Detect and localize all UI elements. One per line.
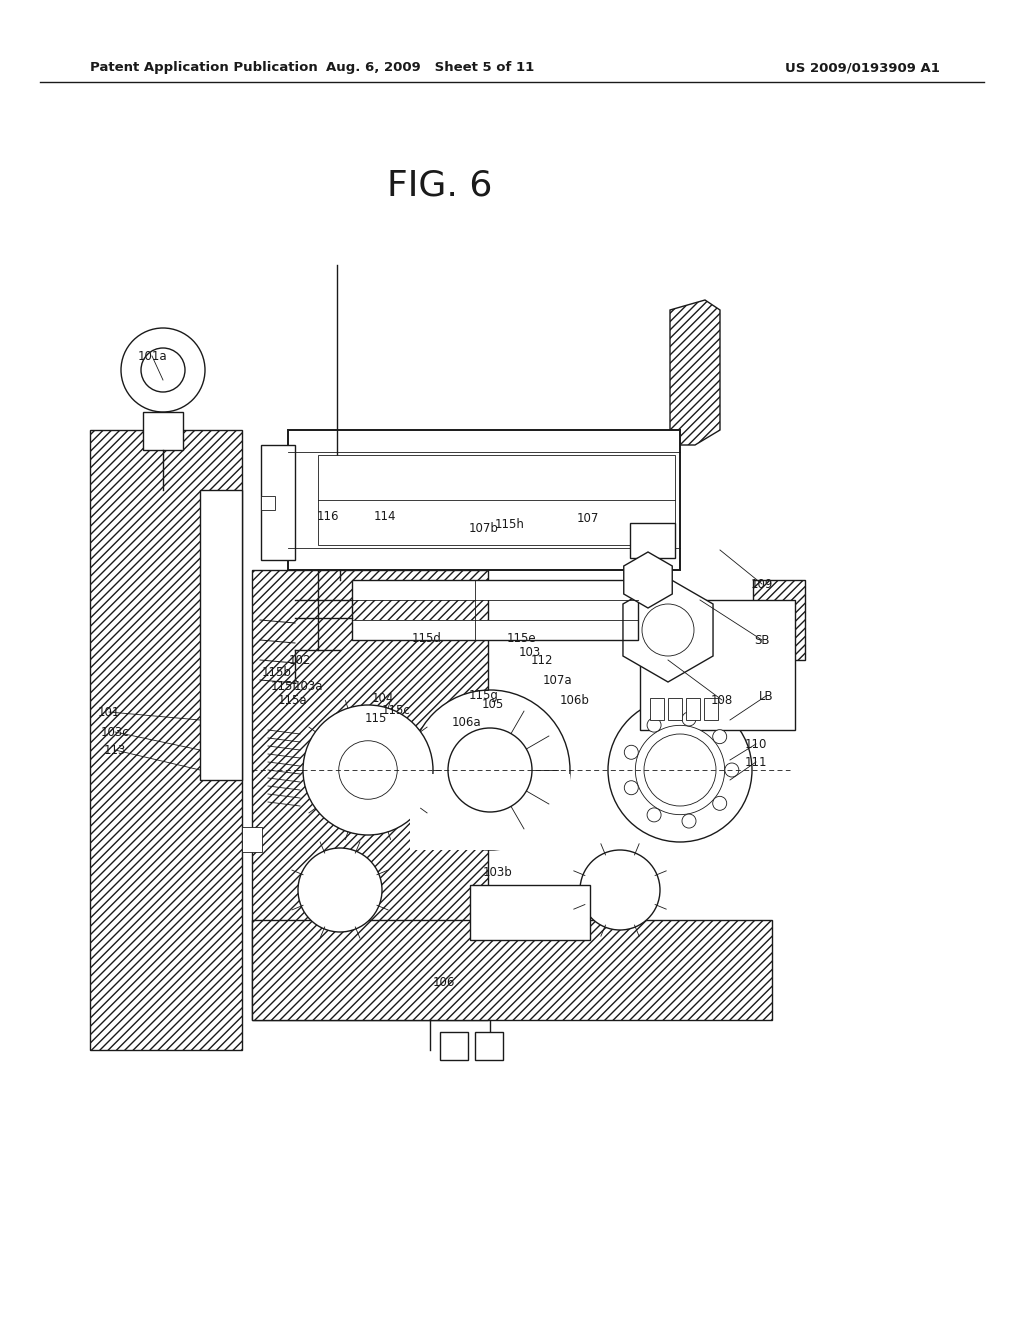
- Text: 115e: 115e: [506, 631, 536, 644]
- Text: 116: 116: [316, 510, 339, 523]
- Bar: [242, 828, 262, 851]
- Bar: [261, 445, 295, 560]
- Text: Patent Application Publication: Patent Application Publication: [90, 62, 317, 74]
- Bar: [440, 1032, 468, 1060]
- Bar: [705, 698, 718, 719]
- Bar: [261, 496, 275, 510]
- Text: 107a: 107a: [542, 673, 571, 686]
- Circle shape: [339, 741, 397, 799]
- Bar: [686, 698, 700, 719]
- Text: 112: 112: [530, 653, 553, 667]
- Circle shape: [682, 711, 696, 726]
- Bar: [650, 698, 664, 719]
- Polygon shape: [670, 300, 720, 445]
- Circle shape: [644, 734, 716, 807]
- Circle shape: [682, 814, 696, 828]
- Bar: [288, 548, 680, 570]
- Circle shape: [303, 705, 433, 836]
- Text: 103b: 103b: [483, 866, 513, 879]
- Circle shape: [121, 327, 205, 412]
- Text: 106: 106: [433, 977, 456, 990]
- Text: Aug. 6, 2009   Sheet 5 of 11: Aug. 6, 2009 Sheet 5 of 11: [326, 62, 535, 74]
- Bar: [410, 774, 570, 812]
- Text: 115g: 115g: [469, 689, 499, 702]
- Bar: [410, 812, 570, 850]
- Bar: [753, 579, 805, 660]
- Circle shape: [625, 780, 638, 795]
- Bar: [668, 698, 682, 719]
- Text: 115b: 115b: [262, 665, 292, 678]
- Polygon shape: [624, 552, 672, 609]
- Bar: [288, 430, 680, 451]
- Text: 110: 110: [744, 738, 767, 751]
- Text: 115d: 115d: [412, 631, 442, 644]
- Polygon shape: [623, 578, 713, 682]
- Text: 104: 104: [372, 692, 394, 705]
- Text: 114: 114: [374, 510, 396, 523]
- Text: 115c: 115c: [382, 704, 411, 717]
- Text: 113: 113: [103, 743, 126, 756]
- Text: 103c: 103c: [100, 726, 129, 738]
- Text: 103: 103: [519, 645, 541, 659]
- Text: 107: 107: [577, 511, 599, 524]
- Bar: [352, 620, 638, 640]
- Circle shape: [449, 729, 532, 812]
- Circle shape: [713, 730, 727, 743]
- Bar: [143, 412, 183, 450]
- Text: 106b: 106b: [560, 693, 590, 706]
- Text: 101: 101: [98, 705, 120, 718]
- Circle shape: [141, 348, 185, 392]
- Bar: [90, 430, 242, 1049]
- Text: 111: 111: [744, 755, 767, 768]
- Circle shape: [713, 796, 727, 810]
- Bar: [200, 490, 242, 780]
- Bar: [630, 523, 675, 558]
- Circle shape: [647, 718, 662, 733]
- Bar: [352, 579, 638, 601]
- Bar: [252, 920, 772, 1020]
- Polygon shape: [252, 570, 488, 1020]
- Bar: [288, 430, 680, 570]
- Text: FIG. 6: FIG. 6: [387, 168, 493, 202]
- Text: 101a: 101a: [137, 350, 167, 363]
- Circle shape: [608, 698, 752, 842]
- Circle shape: [635, 726, 725, 814]
- Circle shape: [642, 605, 694, 656]
- Text: 105: 105: [482, 697, 504, 710]
- Bar: [470, 884, 590, 940]
- Circle shape: [298, 847, 382, 932]
- Text: 115: 115: [365, 711, 387, 725]
- Text: 115a: 115a: [278, 693, 307, 706]
- Text: US 2009/0193909 A1: US 2009/0193909 A1: [785, 62, 940, 74]
- Circle shape: [580, 850, 660, 931]
- Bar: [352, 579, 638, 640]
- Text: LB: LB: [759, 689, 773, 702]
- Text: 115f: 115f: [270, 680, 297, 693]
- Text: SB: SB: [755, 634, 770, 647]
- Text: 102: 102: [289, 653, 311, 667]
- Text: 108: 108: [711, 693, 733, 706]
- Text: 106a: 106a: [452, 715, 481, 729]
- Text: 107b: 107b: [469, 521, 499, 535]
- Bar: [475, 1032, 503, 1060]
- Bar: [318, 455, 675, 545]
- Circle shape: [410, 690, 570, 850]
- Circle shape: [647, 808, 662, 822]
- Bar: [640, 601, 795, 730]
- Text: 109: 109: [751, 578, 773, 590]
- Circle shape: [725, 763, 739, 777]
- Circle shape: [625, 746, 638, 759]
- Text: 115h: 115h: [495, 517, 525, 531]
- Text: 103a: 103a: [293, 680, 323, 693]
